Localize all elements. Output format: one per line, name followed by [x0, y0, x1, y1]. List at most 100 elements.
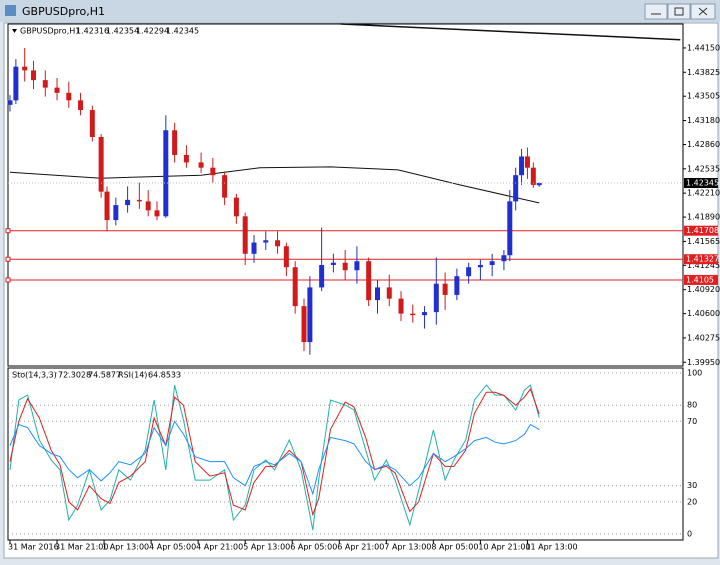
x-tick-label: 31 Mar 21:00: [55, 543, 108, 552]
y-tick-label: 1.40275: [687, 333, 720, 342]
y-tick-label: 1.43180: [687, 116, 720, 125]
candle-body: [98, 137, 104, 192]
minimize-button[interactable]: [644, 3, 668, 20]
candle-body: [410, 313, 416, 316]
candle-body: [501, 255, 507, 262]
candle-body: [78, 100, 84, 111]
candle-body: [42, 80, 48, 88]
candle-body: [242, 216, 248, 254]
candle-body: [145, 201, 151, 211]
price-label-box: [684, 178, 718, 189]
candle-body: [366, 261, 372, 301]
last-open: 1.42316: [76, 27, 109, 36]
candle-body: [66, 92, 72, 101]
x-tick-label: 4 Apr 05:00: [149, 543, 196, 552]
candle-body: [7, 100, 13, 105]
y-tick-label: 0: [687, 530, 692, 539]
candle-body: [489, 261, 495, 265]
y-tick-label: 1.43505: [687, 92, 720, 101]
candle-body: [375, 287, 380, 301]
level-marker: [5, 277, 11, 283]
indicator-value: 72.3028: [58, 371, 91, 380]
candle-body: [89, 110, 95, 138]
y-tick-label: 1.41245: [687, 261, 720, 270]
title-bar: [0, 0, 720, 22]
x-tick-label: 5 Apr 13:00: [243, 543, 290, 552]
candle-body: [330, 262, 336, 265]
last-close: 1.42345: [166, 27, 199, 36]
last-low: 1.42294: [136, 27, 169, 36]
overlay-line: [340, 23, 681, 41]
x-tick-label: 1 Apr 13:00: [102, 543, 149, 552]
maximize-button[interactable]: [667, 3, 691, 20]
y-tick-label: 1.40920: [687, 285, 720, 294]
candle-body: [442, 283, 448, 295]
candle-body: [113, 205, 119, 221]
candle-body: [233, 197, 239, 217]
x-tick-label: 7 Apr 13:00: [384, 543, 431, 552]
candle-body: [466, 267, 472, 277]
y-tick-label: 80: [687, 401, 697, 410]
oscillator-line: [9, 420, 540, 496]
y-tick-label: 1.41890: [687, 213, 720, 222]
overlay-line: [9, 166, 540, 204]
candle-body: [136, 199, 142, 202]
oscillator-line: [9, 388, 540, 517]
oscillator-line: [9, 384, 540, 531]
candle-body: [319, 264, 325, 288]
indicator-name: RSI(14): [118, 371, 147, 380]
candle-body: [251, 242, 257, 254]
level-label: 1.41708: [686, 226, 719, 235]
level-label: 1.41327: [686, 255, 719, 264]
candle-body: [524, 156, 530, 168]
candle-body: [507, 201, 513, 256]
candle-body: [172, 130, 178, 155]
candle-body: [163, 130, 169, 217]
x-tick-label: 4 Apr 21:00: [196, 543, 243, 552]
level-marker: [5, 256, 11, 262]
candle-body: [292, 267, 298, 307]
y-tick-label: 30: [687, 481, 697, 490]
x-tick-label: 31 Mar 2016: [8, 543, 59, 552]
y-tick-label: 1.42860: [687, 140, 720, 149]
y-tick-label: 1.39950: [687, 358, 720, 367]
candle-body: [222, 175, 228, 198]
candle-body: [104, 191, 110, 221]
x-tick-label: 6 Apr 05:00: [290, 543, 337, 552]
y-tick-label: 1.44150: [687, 43, 720, 52]
candle-body: [354, 261, 360, 271]
price-label: 1.42345: [686, 179, 719, 188]
y-tick-label: 1.42535: [687, 164, 720, 173]
window-title: GBPUSDpro,H1: [22, 5, 105, 18]
indicator-value: 74.5877: [88, 371, 121, 380]
candle-body: [31, 70, 37, 81]
y-tick-label: 1.41565: [687, 237, 720, 246]
candle-body: [183, 154, 189, 163]
candle-body: [433, 283, 439, 313]
candle-body: [519, 156, 525, 176]
oscillator-panel: [7, 367, 684, 541]
header-arrow: [12, 29, 17, 33]
chart-symbol: GBPUSDpro,H1: [20, 27, 80, 36]
chart-area: [3, 22, 719, 559]
x-tick-label: 8 Apr 05:00: [431, 543, 478, 552]
window-controls[interactable]: [644, 3, 716, 20]
level-label-box: [684, 274, 718, 285]
y-tick-label: 70: [687, 417, 697, 426]
app-icon: [5, 5, 16, 16]
indicator-value: 64.8533: [148, 371, 181, 380]
candle-body: [275, 240, 281, 247]
level-label-box: [684, 254, 718, 265]
candle-body: [386, 287, 392, 299]
candle-body: [530, 167, 536, 185]
level-label-box: [684, 225, 718, 236]
x-tick-label: 10 Apr 21:00: [478, 543, 530, 552]
candle-body: [54, 87, 60, 93]
indicator-name: Sto(14,3,3): [12, 371, 57, 380]
candle-body: [283, 246, 289, 268]
candle-body: [125, 199, 131, 206]
candle-body: [477, 264, 483, 268]
candle-body: [513, 175, 519, 202]
